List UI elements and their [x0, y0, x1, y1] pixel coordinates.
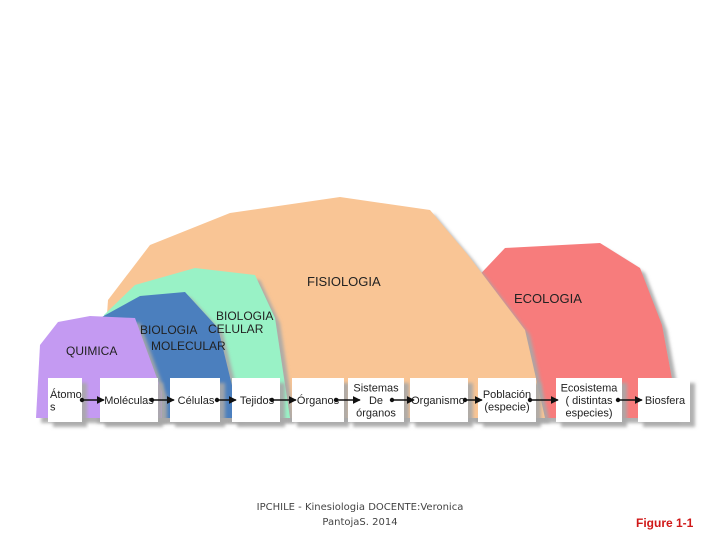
level-box: Moléculas	[100, 378, 158, 422]
fisiologia-label: FISIOLOGIA	[307, 274, 381, 289]
level-box: Población(especie)	[478, 378, 536, 422]
level-box-background	[100, 378, 158, 422]
quimica-label: QUIMICA	[66, 344, 117, 358]
level-arrow-dot	[389, 397, 395, 403]
level-arrow-dot	[462, 397, 468, 403]
level-label: ( distintas	[565, 395, 613, 407]
level-arrow-dot	[149, 397, 155, 403]
arrows-row	[79, 396, 643, 404]
level-box: Biosfera	[638, 378, 690, 422]
level-label: Moléculas	[104, 395, 154, 407]
level-label: especies)	[565, 408, 612, 420]
level-label: De	[369, 395, 383, 407]
footer-credit: IPCHILE - Kinesiologia DOCENTE:Veronica …	[250, 500, 470, 530]
level-box: Tejidos	[232, 378, 280, 422]
level-label: Sistemas	[353, 383, 399, 395]
biologia-celular-label-line1: BIOLOGIA	[216, 309, 273, 323]
level-label: Biosfera	[645, 395, 686, 407]
level-label: Tejidos	[240, 395, 275, 407]
level-box-background	[556, 378, 622, 422]
level-label: Ecosistema	[561, 383, 619, 395]
biologia-celular-label-line2: CELULAR	[208, 322, 264, 336]
level-box-background	[170, 378, 220, 422]
level-arrow-dot	[269, 397, 275, 403]
footer-line-2: PantojaS. 2014	[322, 517, 398, 528]
level-box-background	[478, 378, 536, 422]
level-label: s	[50, 401, 56, 413]
ecologia-label: ECOLOGIA	[514, 291, 582, 306]
level-box-background	[638, 378, 690, 422]
level-box-background	[48, 378, 82, 422]
level-label: Átomo	[50, 388, 82, 401]
level-label: Población	[483, 389, 531, 401]
level-arrow-dot	[79, 397, 85, 403]
level-arrow-dot	[333, 397, 339, 403]
figure-label: Figure 1-1	[636, 516, 694, 530]
biologia-molecular-label-line1: BIOLOGIA	[140, 323, 197, 337]
level-label: Organismo	[411, 395, 465, 407]
level-label: Células	[178, 395, 215, 407]
level-box: Organismo	[410, 378, 468, 422]
level-arrow-dot	[214, 397, 220, 403]
level-label: órganos	[356, 408, 396, 420]
level-box-background	[410, 378, 468, 422]
level-box: Células	[170, 378, 220, 422]
level-label: Órganos	[297, 394, 340, 407]
biologia-molecular-label-line2: MOLECULAR	[151, 339, 226, 353]
level-arrow-dot	[615, 397, 621, 403]
footer-line-1: IPCHILE - Kinesiologia DOCENTE:Veronica	[256, 502, 464, 513]
level-label: (especie)	[484, 401, 529, 413]
level-arrow-dot	[527, 397, 533, 403]
